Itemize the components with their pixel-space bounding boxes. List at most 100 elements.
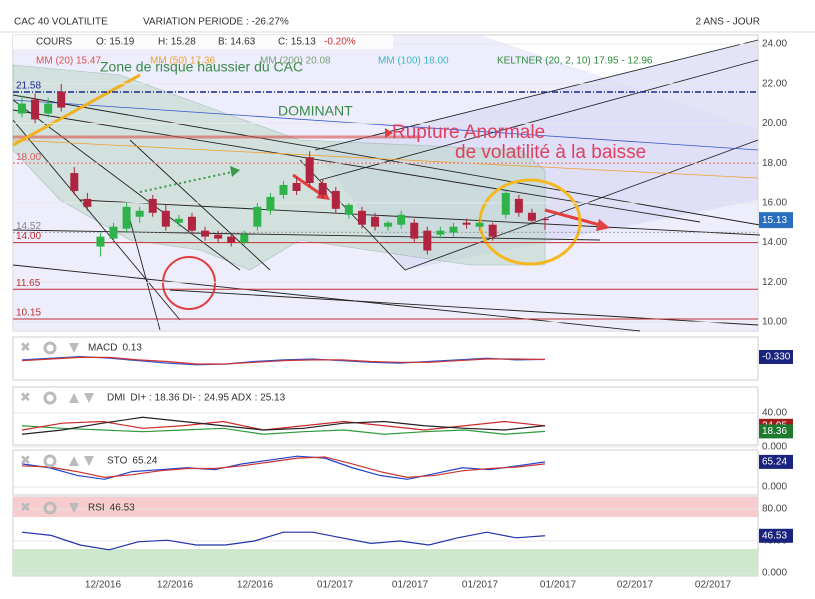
pane-close: ✖ [20,339,31,354]
candle-body [187,216,196,231]
candle-body [344,204,353,215]
pane-down [84,393,94,403]
candle-body [462,222,471,225]
green-arrow [139,171,233,193]
candle-body [18,103,26,114]
x-tick-label: 01/2017 [317,580,354,591]
quote-change: -0.20% [324,37,356,48]
quote-bg [13,35,393,49]
pane-settings [43,391,57,405]
value-box [759,528,793,543]
oversold-band [13,549,758,576]
candle-body [305,157,314,183]
y-tick-label: 24.00 [762,39,787,50]
annotation: de volatilité à la baisse [455,142,646,163]
pane-frame [12,386,759,446]
red-arrow [292,173,323,197]
pane-name: DMI [107,393,125,404]
level-label: 10.15 [16,308,41,319]
x-tick-label: 01/2017 [540,580,577,591]
title: CAC 40 VOLATILITE [14,17,108,28]
value-box-label: -0.330 [762,352,791,363]
candle-body [501,192,510,215]
pane-name: MACD [88,343,117,354]
candle-body [279,184,288,195]
candle-body [253,206,262,227]
y-tick-label: 12.00 [762,277,787,288]
pane-reading: 0.13 [122,343,142,354]
level-label: 18.00 [16,152,41,163]
indicator-line [21,531,546,551]
legend-entry: MM (20) 15.47 [36,56,101,67]
candle-body [70,173,79,191]
y-tick-label: 10.00 [762,317,787,328]
y-tick-label: 22.00 [762,78,787,89]
indicator-line [21,416,546,435]
arrow-head [596,219,610,231]
marker [385,128,393,138]
candle-body [331,190,340,209]
x-tick-label: 01/2017 [462,580,499,591]
pane-name: RSI [88,503,105,514]
quote-row: COURS O: 15.19 H: 15.28 B: 14.63 C: 15.1… [13,35,393,49]
highlight-circle [162,256,216,310]
pane-down [69,343,79,353]
pane-name: STO [107,456,128,467]
y-tick-label: 18.00 [762,158,787,169]
level-label: 11.65 [16,278,41,289]
candle-body [96,236,105,247]
red-arrow [544,208,601,227]
variation: VARIATION PERIODE : -26.27% [143,17,289,28]
indicator-line [21,356,546,365]
candle-body [227,236,236,243]
legend-entry: MM (200) 20.08 [260,56,331,67]
value-box-label: 46.53 [762,530,787,541]
annotation: Zone de risque haussier du CAC [100,59,303,75]
annotation: DOMINANT [278,103,353,119]
pane-close: ✖ [20,499,31,514]
x-tick-label: 12/2016 [237,580,274,591]
candle-body [488,224,497,237]
candle-body [371,216,380,227]
candle-body [57,91,66,108]
value-box [759,424,793,439]
candle-body [44,103,53,114]
candle-body [31,99,40,120]
value-box-label: 18.36 [762,426,787,437]
quote-low: B: 14.63 [218,37,256,48]
candle-body [83,198,92,207]
y-tick-label: 40.00 [762,408,787,419]
pane-close: ✖ [20,389,31,404]
candle-body [541,218,549,221]
candle-body [135,210,144,217]
candle-body [292,183,301,191]
y-tick-label: 0.000 [762,442,787,453]
pane-reading: DI+ : 18.36 DI- : 24.95 ADX : 25.13 [130,393,285,404]
y-tick-label: 0.000 [762,568,787,579]
candle-body [109,226,118,239]
x-tick-label: 02/2017 [617,580,654,591]
candle-body [201,230,210,237]
candle-body [423,230,432,251]
candle-body [397,214,406,225]
y-tick-label: 14.00 [762,237,787,248]
x-tick-label: 01/2017 [392,580,429,591]
annotation: Rupture Anormale [392,122,545,143]
mm-line [12,99,759,151]
x-tick-label: 02/2017 [695,580,732,591]
y-tick-label: 0.000 [762,482,787,493]
last-label: 15.13 [762,215,787,226]
value-box [759,454,793,469]
overbought-band [13,497,758,517]
quote-high: H: 15.28 [158,37,196,48]
level-label: 14.52 [16,221,41,232]
pane-up [69,393,79,403]
value-box [759,350,793,364]
candle-body [449,226,458,233]
period: 2 ANS - JOUR [696,17,760,28]
level-label: 21.58 [16,81,41,92]
pane-up [69,456,79,466]
indicator-line [21,425,546,435]
candle-body [384,222,393,227]
